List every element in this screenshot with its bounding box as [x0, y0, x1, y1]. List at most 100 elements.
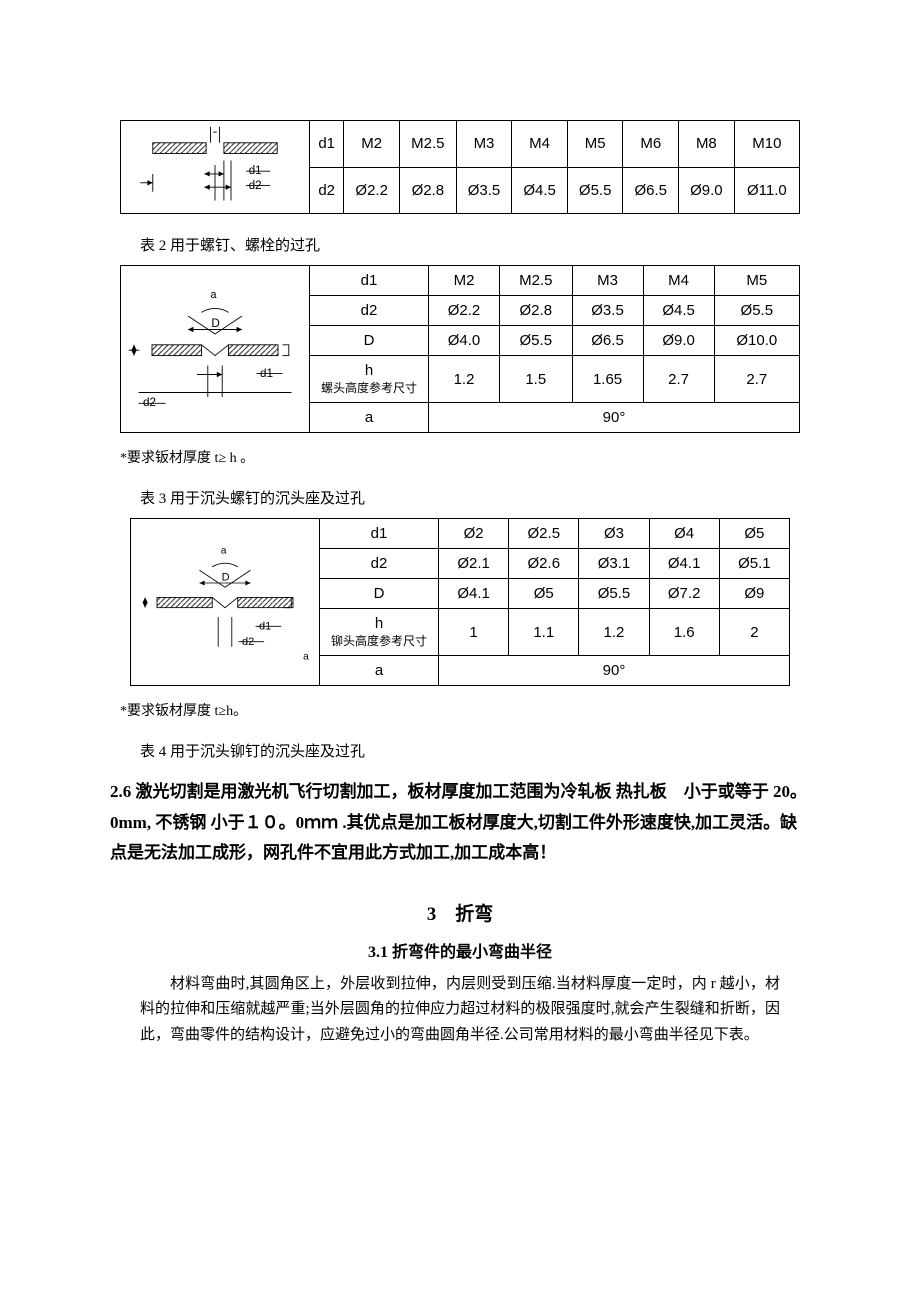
t1-r0c6: M6 [623, 121, 679, 168]
t3-r0c0: d1 [320, 519, 439, 549]
t2-r3c3: 1.65 [572, 356, 643, 403]
caption-table3: 表 3 用于沉头螺钉的沉头座及过孔 [140, 487, 820, 508]
table3: a D d1 d2 a d1 Ø2 [130, 518, 790, 686]
t3-r2c1: Ø4.1 [439, 579, 509, 609]
t3-r2c2: Ø5 [509, 579, 579, 609]
diagram-d2-label: d2 [249, 180, 262, 192]
t2-r2c2: Ø5.5 [500, 326, 572, 356]
t1-r0c5: M5 [567, 121, 623, 168]
t2-r1c2: Ø2.8 [500, 296, 572, 326]
t2-r0c1: M2 [429, 266, 500, 296]
t3-r1c3: Ø3.1 [579, 549, 649, 579]
t2-r1c3: Ø3.5 [572, 296, 643, 326]
table1: d1 d2 d1 M2 M2.5 M3 M4 M5 M6 M8 M10 d2 Ø… [120, 120, 800, 214]
t1-r1c2: Ø2.8 [399, 167, 456, 214]
t2-r3c1: 1.2 [429, 356, 500, 403]
svg-text:d2: d2 [143, 396, 156, 409]
t2-r0c3: M3 [572, 266, 643, 296]
t2-r3c2: 1.5 [500, 356, 572, 403]
t3-r3c3: 1.2 [579, 609, 649, 656]
t1-r1c7: Ø9.0 [679, 167, 735, 214]
svg-text:D: D [211, 316, 219, 329]
para-3-1: 材料弯曲时,其圆角区上，外层收到拉伸，内层则受到压缩.当材料厚度一定时，内 r … [140, 972, 780, 1049]
t3-r0c4: Ø4 [649, 519, 719, 549]
caption-table4: 表 4 用于沉头铆钉的沉头座及过孔 [140, 740, 820, 761]
t1-r1c6: Ø6.5 [623, 167, 679, 214]
t2-r2c0: D [310, 326, 429, 356]
t1-r1c0: d2 [310, 167, 344, 214]
chapter-3-heading: 3 折弯 [100, 899, 820, 926]
t2-r2c4: Ø9.0 [643, 326, 714, 356]
svg-text:a: a [221, 545, 227, 556]
svg-text:D: D [222, 571, 230, 583]
t1-r0c2: M2.5 [399, 121, 456, 168]
table3-diagram-cell: a D d1 d2 a [131, 519, 320, 686]
countersink-screw-diagram: a D d1 [125, 280, 305, 415]
t3-r0c1: Ø2 [439, 519, 509, 549]
t1-r0c0: d1 [310, 121, 344, 168]
t3-r2c0: D [320, 579, 439, 609]
t3-r1c4: Ø4.1 [649, 549, 719, 579]
table3-container: a D d1 d2 a d1 Ø2 [130, 518, 790, 686]
t2-r4c0: a [310, 403, 429, 433]
t2-r1c4: Ø4.5 [643, 296, 714, 326]
t2-h-note: 螺头高度参考尺寸 [321, 381, 417, 395]
t2-r3c0: h螺头高度参考尺寸 [310, 356, 429, 403]
t3-r1c5: Ø5.1 [719, 549, 789, 579]
section-3-1-heading: 3.1 折弯件的最小弯曲半径 [100, 938, 820, 962]
t2-r1c0: d2 [310, 296, 429, 326]
t3-r3c0: h铆头高度参考尺寸 [320, 609, 439, 656]
t1-r0c3: M3 [456, 121, 512, 168]
t2-r1c5: Ø5.5 [714, 296, 799, 326]
t3-r0c5: Ø5 [719, 519, 789, 549]
t3-r0c3: Ø3 [579, 519, 649, 549]
t3-r1c0: d2 [320, 549, 439, 579]
svg-text:a: a [211, 289, 217, 301]
t3-r4c0: a [320, 656, 439, 686]
t3-r3c4: 1.6 [649, 609, 719, 656]
t3-r3c5: 2 [719, 609, 789, 656]
t1-r0c7: M8 [679, 121, 735, 168]
t3-r4c1: 90° [439, 656, 790, 686]
t2-r0c4: M4 [643, 266, 714, 296]
svg-text:a: a [303, 652, 309, 663]
t1-r0c8: M10 [734, 121, 799, 168]
t2-r0c5: M5 [714, 266, 799, 296]
t3-r2c3: Ø5.5 [579, 579, 649, 609]
t3-r3c1: 1 [439, 609, 509, 656]
t2-r4c1: 90° [429, 403, 800, 433]
t1-r1c4: Ø4.5 [512, 167, 568, 214]
t2-r2c1: Ø4.0 [429, 326, 500, 356]
table2: a D d1 [120, 265, 800, 433]
t2-r2c3: Ø6.5 [572, 326, 643, 356]
t3-r2c4: Ø7.2 [649, 579, 719, 609]
t2-r3c5: 2.7 [714, 356, 799, 403]
t3-r1c1: Ø2.1 [439, 549, 509, 579]
t1-r1c1: Ø2.2 [344, 167, 400, 214]
t1-r1c8: Ø11.0 [734, 167, 799, 214]
section-2-6: 2.6 激光切割是用激光机飞行切割加工，板材厚度加工范围为冷轧板 热扎板 小于或… [110, 777, 810, 869]
t1-r0c4: M4 [512, 121, 568, 168]
t3-r2c5: Ø9 [719, 579, 789, 609]
t2-r3c4: 2.7 [643, 356, 714, 403]
t2-r1c1: Ø2.2 [429, 296, 500, 326]
countersink-rivet-diagram: a D d1 d2 a [140, 536, 310, 664]
t3-r1c2: Ø2.6 [509, 549, 579, 579]
t3-h-note: 铆头高度参考尺寸 [331, 634, 427, 648]
note-table2: *要求钣材厚度 t≥ h 。 [120, 447, 820, 467]
screw-hole-diagram: d1 d2 [135, 125, 295, 205]
t3-r0c2: Ø2.5 [509, 519, 579, 549]
t1-r1c3: Ø3.5 [456, 167, 512, 214]
t2-r0c0: d1 [310, 266, 429, 296]
t2-r0c2: M2.5 [500, 266, 572, 296]
t1-r0c1: M2 [344, 121, 400, 168]
t2-r2c5: Ø10.0 [714, 326, 799, 356]
table2-diagram-cell: a D d1 [121, 266, 310, 433]
note-table3: *要求钣材厚度 t≥h。 [120, 700, 820, 720]
table2-container: a D d1 [120, 265, 800, 433]
table1-container: d1 d2 d1 M2 M2.5 M3 M4 M5 M6 M8 M10 d2 Ø… [120, 120, 800, 214]
table1-diagram-cell: d1 d2 [121, 121, 310, 214]
t1-r1c5: Ø5.5 [567, 167, 623, 214]
caption-table2: 表 2 用于螺钉、螺栓的过孔 [140, 234, 820, 255]
t3-r3c2: 1.1 [509, 609, 579, 656]
